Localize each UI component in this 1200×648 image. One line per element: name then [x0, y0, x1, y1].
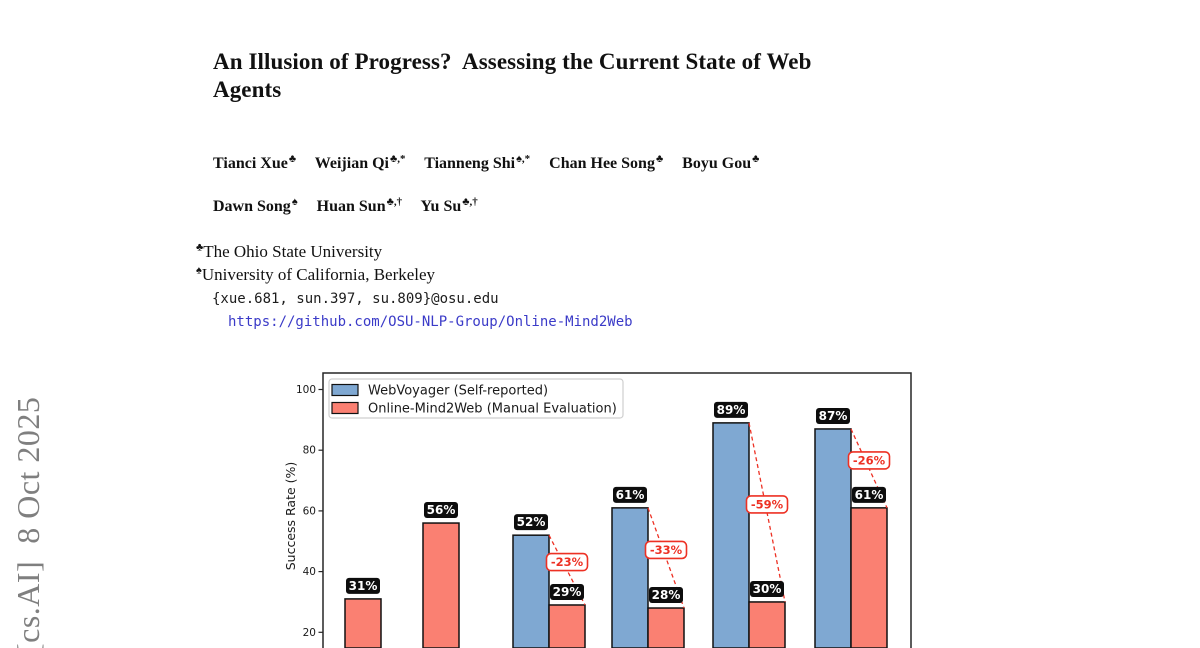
value-label-mind2web-3: 28% — [652, 588, 681, 602]
author-yu-su: Yu Su♣,† — [420, 195, 478, 215]
author-affiliation-mark: ♠,* — [516, 152, 531, 165]
affiliation-osu: ♣The Ohio State University — [196, 241, 383, 261]
bar-mind2web-1 — [422, 522, 460, 648]
diff-label-5: -26% — [853, 453, 886, 467]
author-weijian-qi: Weijian Qi♣,* — [314, 152, 406, 172]
value-label-webvoyager-4-box — [714, 401, 748, 418]
diff-label-box-5 — [847, 451, 891, 470]
bar-mind2web-3 — [647, 607, 685, 648]
author-affiliation-mark: ♣ — [655, 152, 664, 165]
legend-swatch-1 — [331, 401, 359, 415]
author-affiliation-mark: ♣,† — [386, 195, 403, 208]
legend-box — [328, 378, 624, 419]
paper-title-line2: Agents — [213, 77, 282, 102]
success-rate-bar-chart: 31% 56% -23% 52% 29% -33% 61% 28% -59% 89% 30% -26%… — [283, 372, 912, 648]
legend-label-0: WebVoyager (Self-reported) — [368, 384, 548, 399]
y-tick-label: 40 — [303, 566, 316, 578]
author-tianneng-shi: Tianneng Shi♠,* — [424, 152, 531, 172]
diff-label-2: -23% — [551, 555, 584, 569]
value-label-mind2web-0-box — [346, 577, 380, 594]
author-list-line1: Tianci Xue♣ Weijian Qi♣,* Tianneng Shi♠,… — [213, 152, 774, 173]
bar-mind2web-4 — [748, 601, 786, 648]
bar-mind2web-2 — [548, 604, 586, 648]
value-label-webvoyager-2-box — [514, 514, 548, 531]
bar-webvoyager-4 — [712, 422, 750, 648]
spade-symbol: ♠ — [196, 264, 202, 277]
value-label-mind2web-4: 30% — [753, 582, 782, 596]
diff-label-box-3 — [644, 540, 688, 560]
paper-title: An Illusion of Progress? Assessing the C… — [213, 48, 1013, 104]
club-symbol: ♣ — [196, 241, 204, 254]
author-affiliation-mark: ♣ — [288, 152, 297, 165]
value-label-webvoyager-5-box — [816, 407, 850, 424]
paper-title-line1: An Illusion of Progress? Assessing the C… — [213, 49, 812, 74]
bar-mind2web-5 — [850, 507, 888, 648]
author-huan-sun: Huan Sun♣,† — [316, 195, 403, 215]
value-label-mind2web-3-box — [649, 587, 683, 604]
diff-line-3 — [647, 507, 685, 609]
bar-webvoyager-2 — [512, 534, 550, 648]
y-tick-label: 100 — [296, 384, 316, 396]
github-repo-link[interactable]: https://github.com/OSU-NLP-Group/Online-… — [228, 314, 633, 330]
value-label-mind2web-2-box — [550, 583, 584, 600]
author-list-line2: Dawn Song♠ Huan Sun♣,† Yu Su♣,† — [213, 195, 493, 216]
bar-webvoyager-5 — [814, 428, 852, 648]
author-tianci-xue: Tianci Xue♣ — [213, 152, 297, 172]
value-label-mind2web-2: 29% — [553, 585, 582, 599]
y-tick-label: 80 — [303, 445, 316, 457]
author-affiliation-mark: ♠ — [291, 195, 298, 208]
y-axis-label: Success Rate (%) — [285, 462, 298, 571]
value-label-webvoyager-5: 87% — [819, 409, 848, 423]
bar-webvoyager-3 — [611, 507, 649, 648]
author-affiliation-mark: ♣ — [752, 152, 760, 165]
results-chart: 31% 56% -23% 52% 29% -33% 61% 28% -59% 89% 30% -26%… — [283, 368, 925, 648]
legend-swatch-0 — [331, 383, 359, 397]
author-dawn-song: Dawn Song♠ — [213, 195, 298, 215]
y-tick-label: 60 — [303, 505, 316, 517]
author-affiliation-mark: ♣,† — [462, 195, 478, 208]
author-affiliation-mark: ♣,* — [390, 152, 406, 165]
author-boyu-gou: Boyu Gou♣ — [682, 152, 760, 172]
arxiv-stamp: [cs.AI] 8 Oct 2025 — [10, 396, 46, 648]
value-label-mind2web-0: 31% — [349, 579, 378, 593]
diff-label-3: -33% — [650, 543, 683, 557]
y-tick-label: 20 — [303, 627, 316, 639]
value-label-webvoyager-4: 89% — [717, 403, 746, 417]
value-label-webvoyager-2: 52% — [517, 515, 546, 529]
contact-email: {xue.681, sun.397, su.809}@osu.edu — [212, 291, 499, 307]
author-chan-hee-song: Chan Hee Song♣ — [549, 152, 664, 172]
legend-label-1: Online-Mind2Web (Manual Evaluation) — [368, 402, 617, 417]
diff-label-4: -59% — [751, 497, 784, 511]
affiliation-berkeley: ♠University of California, Berkeley — [196, 264, 436, 284]
bar-mind2web-0 — [344, 598, 382, 648]
diff-label-box-2 — [545, 552, 589, 572]
value-label-webvoyager-3-box — [613, 486, 647, 503]
value-label-mind2web-5: 61% — [855, 488, 884, 502]
value-label-mind2web-4-box — [750, 580, 784, 597]
diff-label-box-4 — [745, 495, 789, 514]
value-label-mind2web-1-box — [424, 502, 458, 519]
value-label-webvoyager-3: 61% — [616, 488, 645, 502]
value-label-mind2web-5-box — [852, 486, 886, 503]
value-label-mind2web-1: 56% — [427, 503, 456, 517]
